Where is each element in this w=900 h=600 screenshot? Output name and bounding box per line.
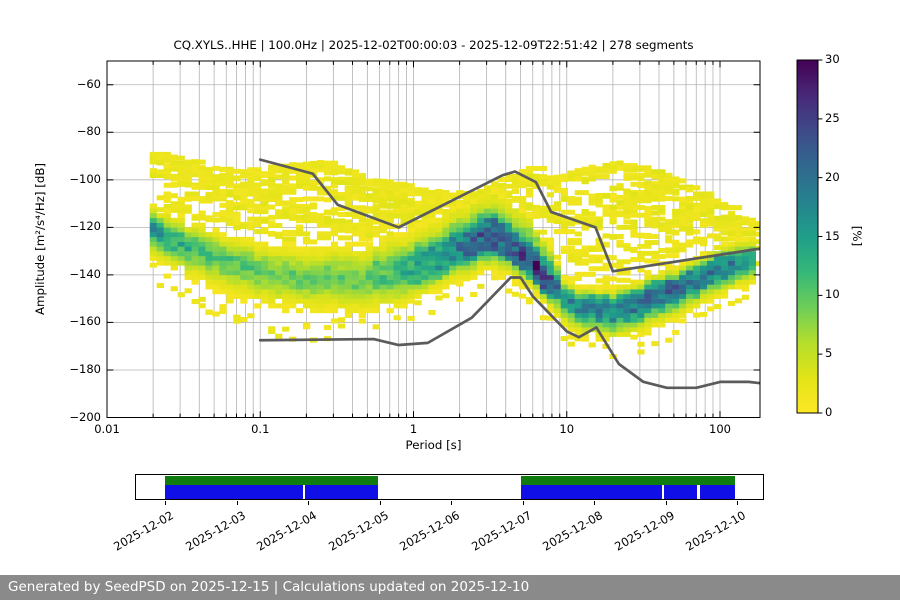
x-tick-label: 0.01 (94, 421, 120, 436)
y-axis-label: Amplitude [m²/s⁴/Hz] [dB] (33, 162, 47, 316)
coverage-psd-segment (164, 485, 378, 499)
status-bar: Generated by SeedPSD on 2025-12-15 | Cal… (0, 575, 900, 600)
timeline-day-tick (522, 500, 524, 506)
timeline-day-tick (379, 500, 381, 506)
y-tick-label: −160 (69, 314, 101, 329)
y-tick-label: −80 (76, 124, 101, 139)
plot-title: CQ.XYLS..HHE | 100.0Hz | 2025-12-02T00:0… (173, 38, 694, 52)
timeline-day-tick (308, 500, 310, 506)
y-tick-label: −60 (76, 76, 101, 91)
colorbar-tick-label: 5 (825, 346, 833, 361)
coverage-psd-segment (521, 485, 735, 499)
y-tick-label: −120 (69, 219, 101, 234)
x-tick-label: 1 (409, 421, 418, 436)
y-tick-label: −180 (69, 361, 101, 376)
y-tick-label: −200 (69, 409, 101, 424)
colorbar-tick-label: 10 (825, 287, 840, 302)
timeline-day-tick (594, 500, 596, 506)
coverage-data-segment (164, 475, 378, 485)
timeline-day-tick (165, 500, 167, 506)
coverage-timeline-bar (135, 474, 764, 500)
coverage-gap (661, 485, 665, 499)
colorbar-tick-label: 30 (825, 52, 840, 66)
colorbar-tick-label: 15 (825, 228, 840, 243)
y-tick-label: −100 (69, 171, 101, 186)
timeline-day-tick (451, 500, 453, 506)
x-tick-label: 0.1 (251, 421, 270, 436)
x-axis-label: Period [s] (405, 438, 462, 452)
colorbar-tick-label: 20 (825, 169, 840, 184)
timeline-day-tick (236, 500, 238, 506)
coverage-gap (696, 485, 700, 499)
timeline-day-tick (737, 500, 739, 506)
coverage-gap (302, 485, 305, 499)
x-tick-label: 10 (559, 421, 575, 436)
x-tick-label: 100 (709, 421, 731, 436)
colorbar-tick-label: 25 (825, 110, 840, 125)
colorbar-label: [%] (850, 225, 864, 247)
coverage-data-segment (521, 475, 735, 485)
timeline-day-tick (665, 500, 667, 506)
y-tick-label: −140 (69, 266, 101, 281)
colorbar-tick-label: 0 (825, 405, 833, 419)
